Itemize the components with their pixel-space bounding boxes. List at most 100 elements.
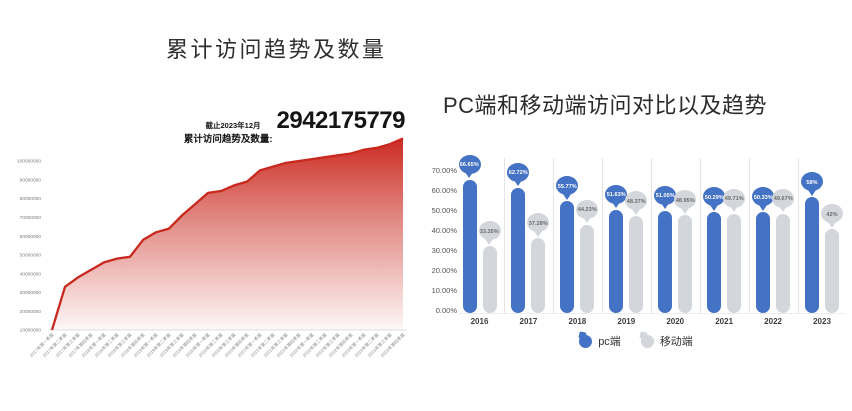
total-annotation: 截止2023年12月 累计访问趋势及数量: 2942175779	[184, 107, 406, 146]
area-chart-svg: 100000000 90000000 80000000 70000000 6000000…	[17, 137, 407, 359]
y-axis-label: 70000000	[20, 215, 42, 221]
y-axis-label: 80000000	[20, 196, 42, 202]
pc-bar-2016	[462, 179, 477, 313]
mobile-drop-icon	[640, 334, 654, 348]
x-axis-label-2021: 2021	[715, 317, 734, 326]
annotation-total-value: 2942175779	[276, 107, 406, 134]
balloon-tail	[807, 189, 816, 196]
data-label: 49.71%	[724, 194, 744, 202]
annotation-date-note: 截止2023年12月	[205, 121, 261, 130]
balloon-tail	[513, 180, 522, 187]
y-axis-label: 30.00%	[431, 246, 457, 255]
data-label: 62.72%	[508, 168, 528, 176]
pc-label-2018: 55.77%	[556, 176, 579, 200]
mobile-bar-2021	[727, 213, 742, 313]
mobile-label-2022: 49.67%	[772, 188, 795, 213]
y-axis-label: 0.00%	[435, 306, 457, 315]
pc-bar-2022	[756, 212, 771, 313]
pc-label-2019: 51.63%	[605, 184, 628, 209]
balloon-tail	[778, 206, 787, 213]
group-separator	[552, 158, 554, 313]
legend-item-pc[interactable]: pc端	[579, 333, 621, 349]
pc-bar-2023	[805, 197, 819, 313]
baseline	[458, 313, 845, 314]
balloon-tail	[827, 221, 836, 228]
pc-label-2022: 50.33%	[752, 187, 775, 211]
pc-label-2021: 50.29%	[703, 187, 726, 211]
y-axis-label: 60.00%	[431, 186, 457, 195]
y-axis-label: 10.00%	[431, 286, 457, 295]
mobile-label-2018: 44.23%	[576, 199, 599, 224]
pc-label-2017: 62.72%	[507, 162, 530, 187]
data-label: 49.67%	[773, 195, 793, 202]
y-axis-label: 30000000	[20, 290, 42, 296]
y-axis-label: 70.00%	[431, 166, 457, 175]
data-label: 48.37%	[626, 197, 646, 204]
mobile-bar-2017	[531, 238, 546, 313]
balloon-tail	[611, 202, 620, 209]
data-label: 58%	[806, 178, 818, 185]
pc-bar-2017	[511, 187, 526, 313]
left-chart-title: 累计访问趋势及数量	[166, 37, 387, 62]
x-axis-label-2022: 2022	[764, 317, 782, 326]
data-label: 37.28%	[528, 219, 548, 227]
pc-drop-icon	[579, 334, 593, 348]
mobile-label-2016: 33.35%	[478, 221, 501, 245]
balloon-tail	[631, 208, 640, 215]
legend-item-mobile[interactable]: 移动端	[640, 333, 693, 349]
data-label: 42%	[826, 210, 838, 217]
group-separator	[699, 158, 701, 313]
mobile-bar-2019	[629, 216, 644, 313]
data-label: 48.95%	[675, 196, 695, 203]
y-axis-label: 100000000	[17, 159, 41, 165]
balloon-tail	[680, 207, 689, 214]
mobile-bar-2022	[776, 213, 791, 313]
mobile-label-2019: 48.37%	[625, 191, 648, 215]
pc-label-2016: 66.65%	[458, 154, 481, 179]
area-series	[52, 138, 403, 330]
data-label: 50.29%	[704, 193, 724, 201]
data-label: 51.63%	[606, 191, 626, 198]
mobile-bar-2016	[482, 246, 497, 313]
x-axis-label-2019: 2019	[617, 317, 636, 326]
right-chart-title: PC端和移动端访问对比以及趋势	[443, 93, 768, 118]
legend-label-mobile: 移动端	[659, 336, 693, 348]
y-axis-label: 50.00%	[431, 206, 457, 215]
pc-label-2020: 51.05%	[654, 185, 677, 210]
group-separator	[503, 158, 505, 313]
data-label: 51.05%	[655, 192, 675, 199]
mobile-bar-2018	[580, 224, 595, 313]
pc-bar-2018	[560, 201, 575, 313]
y-axis-label: 50000000	[20, 253, 42, 259]
balloon-tail	[562, 193, 571, 200]
y-axis-label: 40.00%	[431, 226, 457, 235]
balloon-tail	[582, 217, 591, 224]
mobile-label-2021: 49.71%	[723, 188, 746, 213]
y-axis-label: 60000000	[20, 234, 42, 240]
balloon-tail	[660, 203, 669, 210]
x-axis-label-2023: 2023	[813, 317, 831, 326]
pc-bar-2021	[707, 212, 722, 313]
legend: pc端 移动端	[430, 333, 842, 349]
data-label: 50.33%	[753, 193, 773, 200]
y-axis-label: 90000000	[20, 178, 42, 184]
group-separator	[748, 158, 750, 313]
x-axis-label-2020: 2020	[666, 317, 685, 326]
legend-label-pc: pc端	[598, 336, 621, 348]
mobile-bar-2023	[825, 229, 839, 313]
x-axis-label-2016: 2016	[470, 317, 489, 326]
pc-bar-2020	[658, 210, 673, 313]
mobile-bar-2020	[678, 215, 693, 313]
x-axis-label-2018: 2018	[568, 317, 587, 326]
balloon-tail	[485, 238, 493, 245]
pc-label-2023: 58%	[801, 172, 823, 196]
data-label: 33.35%	[480, 227, 499, 234]
mobile-label-2023: 42%	[821, 204, 843, 228]
mobile-label-2020: 48.95%	[674, 190, 697, 214]
y-axis-label: 10000000	[20, 328, 42, 334]
cumulative-area-chart: 100000000 90000000 80000000 70000000 6000000…	[0, 135, 430, 385]
balloon-tail	[758, 204, 767, 211]
balloon-tail	[709, 204, 718, 211]
group-separator	[601, 158, 603, 313]
